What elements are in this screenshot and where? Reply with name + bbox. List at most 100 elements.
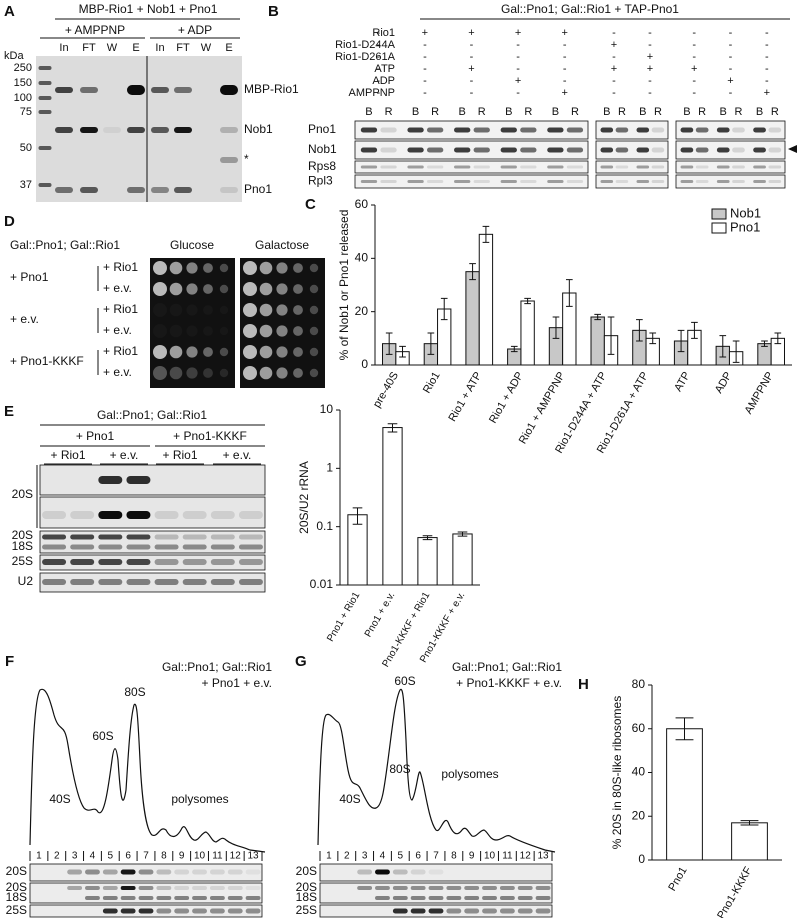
strain-label: Gal::Pno1; Gal::Rio1	[10, 238, 120, 252]
gel-band	[428, 896, 444, 900]
gel-band	[154, 511, 179, 519]
gel-band	[209, 896, 225, 900]
lane-label: B	[459, 106, 466, 118]
gel-band	[407, 180, 424, 183]
gel-band	[600, 180, 614, 183]
gel-band	[566, 127, 584, 133]
gel-band	[547, 165, 564, 169]
condition-sign: -	[423, 87, 427, 99]
gel-band	[615, 127, 629, 133]
colony-spot	[153, 282, 167, 296]
condition-sign: -	[692, 51, 696, 63]
error-bar	[675, 717, 694, 741]
y-tick-label: 20	[632, 808, 646, 822]
blot-label: Nob1	[308, 142, 337, 156]
gel-band	[154, 559, 179, 565]
bar	[731, 822, 768, 861]
gel-band	[210, 534, 235, 540]
gel-band	[182, 544, 207, 550]
gel	[39, 554, 266, 571]
gel-band	[192, 896, 207, 900]
lane-label: R	[654, 106, 662, 118]
gel-band	[520, 180, 537, 183]
gel-band	[154, 544, 179, 550]
gel-band	[426, 180, 444, 183]
gel-band	[695, 147, 709, 153]
lane-label: R	[524, 106, 532, 118]
gel-band	[174, 908, 190, 914]
gel-band	[38, 96, 52, 100]
gel-band	[680, 165, 694, 169]
condition-sign: -	[729, 63, 733, 75]
colony-spot	[276, 283, 288, 295]
blot-label: Rpl3	[308, 174, 333, 188]
gel-band	[210, 511, 235, 519]
gel-band	[174, 127, 192, 133]
colony-spot	[203, 305, 213, 315]
bar	[590, 316, 605, 366]
gel-band	[138, 896, 154, 900]
gel-band	[695, 127, 709, 133]
fraction-label: 11	[212, 851, 223, 862]
gel-band	[174, 187, 192, 193]
blot	[675, 120, 786, 140]
lane-label: In	[59, 42, 68, 54]
gel-band	[238, 544, 263, 550]
colony-spot	[243, 261, 257, 275]
colony-spot	[169, 345, 183, 359]
fraction-label: 2	[344, 851, 350, 862]
gel-band	[238, 579, 263, 585]
subrow-label: + Rio1	[103, 260, 138, 274]
blot	[354, 174, 589, 189]
blot	[595, 160, 669, 174]
fraction-label: 10	[194, 851, 206, 862]
gel-band	[55, 127, 73, 133]
gel-band	[680, 127, 694, 133]
gel-band	[156, 896, 172, 900]
lane-label: FT	[82, 42, 96, 54]
gel-band	[482, 896, 497, 900]
colony-spot	[259, 324, 273, 338]
fraction-label: 9	[469, 851, 475, 862]
gel	[29, 882, 263, 904]
gel-band	[238, 559, 263, 565]
rna-label: 20S	[12, 528, 33, 542]
colony-spot	[219, 263, 229, 273]
fraction-label: 3	[362, 851, 368, 862]
gel-band	[98, 544, 123, 550]
condition-sign: +	[727, 75, 733, 87]
condition-sign: -	[563, 51, 567, 63]
gel-band	[716, 180, 730, 183]
gel-band	[42, 559, 67, 565]
fraction-label: 5	[398, 851, 404, 862]
error-bar	[422, 535, 433, 541]
colony-spot	[203, 326, 213, 336]
x-tick-label: Pno1-KKKF	[715, 865, 755, 918]
colony-spot	[259, 366, 273, 380]
panel-letter: H	[578, 676, 589, 693]
y-tick-label: 60	[632, 721, 646, 735]
condition-sign: -	[612, 75, 616, 87]
condition-sign: -	[516, 63, 520, 75]
gel-band	[70, 511, 95, 519]
condition-sign: -	[376, 87, 380, 99]
fraction-label: 4	[380, 851, 386, 862]
colony-spot	[219, 347, 229, 357]
peak-label: 60S	[92, 729, 113, 743]
legend-swatch	[711, 222, 727, 234]
gel-band	[98, 559, 123, 565]
gel-band	[410, 886, 426, 890]
condition-sign: -	[423, 39, 427, 51]
lane-label: B	[552, 106, 559, 118]
x-tick-label: Pno1	[666, 865, 689, 893]
gel-band	[732, 165, 745, 169]
condition-sign: -	[563, 75, 567, 87]
y-tick-label: 80	[632, 677, 646, 691]
error-bar	[691, 321, 698, 339]
polysome-profile	[29, 688, 266, 853]
gel-band	[182, 534, 207, 540]
lane-label: E	[225, 42, 232, 54]
lane-label: W	[201, 42, 212, 54]
gel-band	[547, 180, 564, 183]
panel-letter: B	[268, 3, 279, 20]
